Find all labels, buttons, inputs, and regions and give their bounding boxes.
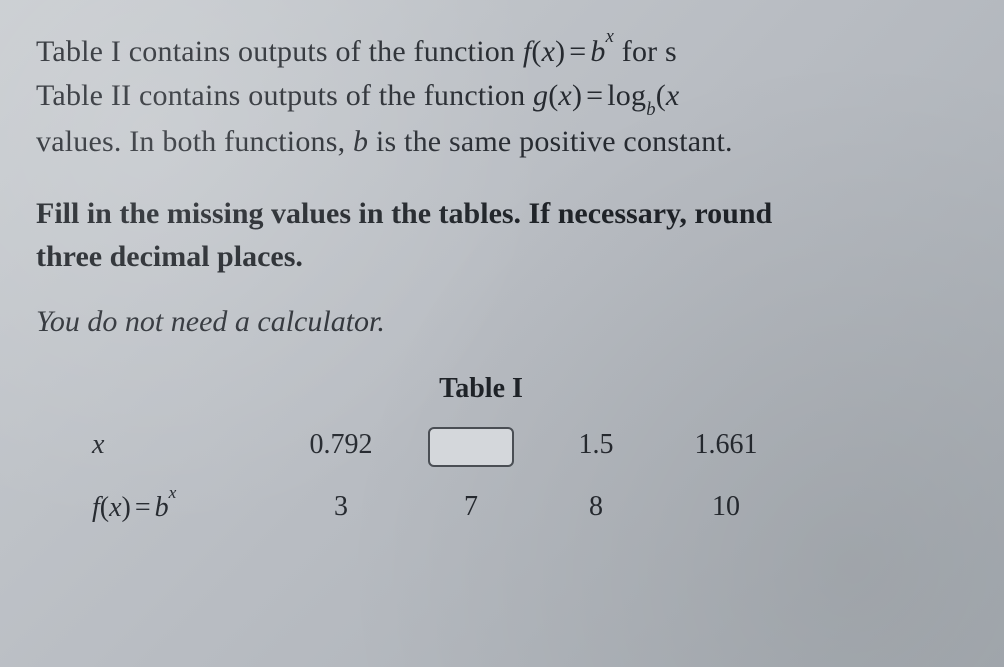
line1-post: for s	[614, 35, 677, 68]
f-cell-2: 8	[536, 481, 656, 536]
math-fx-bx: f(x)=bx	[523, 35, 614, 68]
blank-input[interactable]	[428, 427, 514, 467]
table-title: Table I	[76, 373, 796, 405]
x-cell-3: 1.661	[656, 419, 796, 481]
line3-pre: values. In both functions,	[36, 125, 353, 158]
x-cell-0: 0.792	[276, 419, 406, 481]
instruction-line1: Fill in the missing values in the tables…	[36, 197, 772, 230]
line1-pre: Table I contains outputs of the function	[36, 35, 523, 68]
math-gx-logb: g(x)=logb(x	[533, 79, 679, 112]
line2-pre: Table II contains outputs of the functio…	[36, 79, 533, 112]
f-cell-1: 7	[406, 481, 536, 536]
f-cell-0: 3	[276, 481, 406, 536]
hint-paragraph: You do not need a calculator.	[36, 305, 1004, 339]
intro-paragraph: Table I contains outputs of the function…	[36, 30, 1004, 164]
instruction-line2: three decimal places.	[36, 240, 303, 273]
row-f-header: f(x)=bx	[76, 481, 276, 536]
table-1: Table I x 0.792 1.5 1.661 f(x)=bx 3 7 8 …	[76, 373, 796, 536]
line3-post: is the same positive constant.	[368, 125, 732, 158]
x-cell-2: 1.5	[536, 419, 656, 481]
f-cell-3: 10	[656, 481, 796, 536]
x-cell-1-input[interactable]	[406, 419, 536, 481]
math-b: b	[353, 125, 368, 158]
instruction-paragraph: Fill in the missing values in the tables…	[36, 192, 1004, 279]
row-x-header: x	[76, 419, 276, 481]
